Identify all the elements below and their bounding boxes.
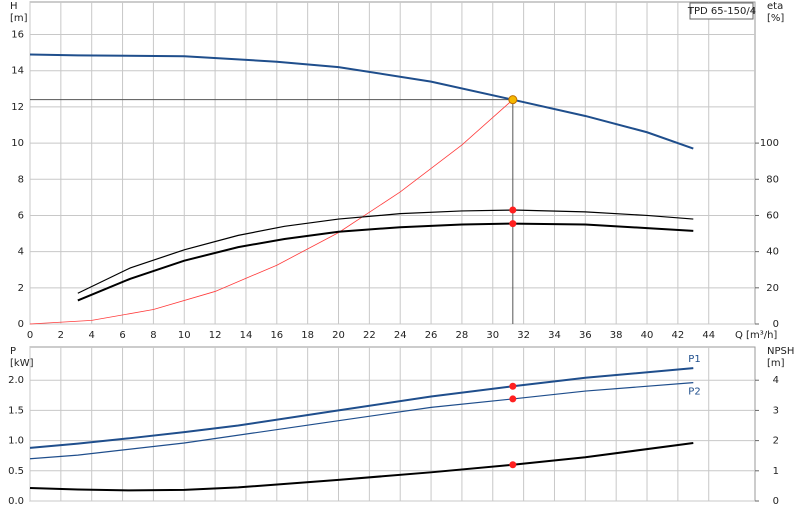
- y2-tick-label: 80: [766, 174, 779, 185]
- y2-tick-label: 3: [773, 405, 779, 416]
- x-tick-label: 44: [702, 330, 715, 341]
- y2-tick-label: 2: [773, 436, 779, 447]
- y-tick-label: 0.0: [8, 496, 24, 507]
- x-tick-label: 8: [150, 330, 156, 341]
- x-tick-label: 14: [240, 330, 253, 341]
- duty-marker: [509, 395, 517, 403]
- x-tick-label: 24: [394, 330, 407, 341]
- y-tick-label: 14: [11, 66, 24, 77]
- y2-tick-label: 60: [766, 210, 779, 221]
- x-tick-label: 30: [486, 330, 499, 341]
- x-tick-label: 26: [425, 330, 438, 341]
- y2-tick-label: 40: [766, 247, 779, 258]
- x-tick-label: 42: [672, 330, 685, 341]
- y2-axis-label: [%]: [767, 13, 784, 24]
- y-tick-label: 0.5: [8, 466, 24, 477]
- y2-tick-label: 4: [773, 375, 779, 386]
- y-tick-label: 2: [18, 283, 24, 294]
- x-tick-label: 36: [579, 330, 592, 341]
- y-axis-label: H: [10, 1, 18, 12]
- curve: [29, 382, 694, 460]
- y-tick-label: 4: [18, 247, 24, 258]
- y-tick-label: 1.5: [8, 405, 24, 416]
- x-tick-label: 20: [332, 330, 345, 341]
- y-tick-label: 12: [11, 102, 24, 113]
- y2-tick-label: 20: [766, 283, 779, 294]
- badge: TPD 65-150/4: [687, 6, 756, 17]
- x-axis-label: Q [m³/h]: [735, 330, 777, 341]
- x-tick-label: 38: [610, 330, 623, 341]
- curve-label: P1: [688, 354, 700, 365]
- x-tick-label: 40: [641, 330, 654, 341]
- plot-frame: [29, 346, 756, 502]
- y-axis-label: [m]: [10, 13, 28, 24]
- x-tick-label: 10: [178, 330, 191, 341]
- duty-marker: [509, 206, 517, 214]
- duty-marker: [509, 382, 517, 390]
- x-tick-label: 6: [119, 330, 125, 341]
- x-tick-label: 22: [363, 330, 376, 341]
- y2-tick-label: 0: [773, 496, 779, 507]
- y-tick-label: 6: [18, 210, 24, 221]
- y-tick-label: 16: [11, 30, 24, 41]
- x-tick-label: 16: [270, 330, 283, 341]
- curve: [29, 367, 694, 449]
- y2-axis-label: NPSH: [767, 346, 794, 357]
- duty-marker: [509, 461, 517, 469]
- x-tick-label: 28: [456, 330, 469, 341]
- curve: [29, 442, 694, 492]
- y-tick-label: 0: [18, 319, 24, 330]
- y-tick-label: 8: [18, 174, 24, 185]
- x-tick-label: 32: [517, 330, 530, 341]
- y-axis-label: P: [10, 346, 16, 357]
- operating-point: [508, 95, 518, 105]
- x-tick-label: 18: [301, 330, 314, 341]
- curve: [29, 53, 694, 150]
- duty-marker: [509, 220, 517, 228]
- curve: [77, 222, 694, 302]
- y-tick-label: 2.0: [8, 375, 24, 386]
- x-tick-label: 2: [58, 330, 64, 341]
- y2-tick-label: 1: [773, 466, 779, 477]
- x-tick-label: 34: [548, 330, 561, 341]
- curve-label: P2: [688, 387, 700, 398]
- y-tick-label: 10: [11, 138, 24, 149]
- curve: [77, 209, 694, 294]
- x-tick-label: 0: [27, 330, 33, 341]
- x-tick-label: 12: [209, 330, 222, 341]
- y-tick-label: 1.0: [8, 436, 24, 447]
- badge-box: [689, 2, 754, 20]
- y2-tick-label: 0: [773, 319, 779, 330]
- y2-axis-label: [m]: [767, 358, 785, 369]
- x-tick-label: 4: [89, 330, 95, 341]
- curve: [29, 99, 514, 325]
- y-axis-label: [kW]: [10, 358, 34, 369]
- y2-axis-label: eta: [767, 1, 783, 12]
- y2-tick-label: 100: [760, 138, 779, 149]
